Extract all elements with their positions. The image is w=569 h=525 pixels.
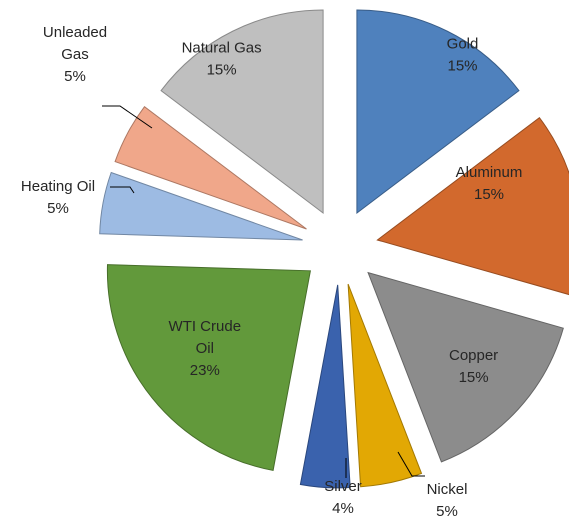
slice-name: Heating Oil bbox=[21, 178, 95, 195]
leader-line-nickel bbox=[397, 451, 425, 477]
leader-line-unleaded-gas bbox=[102, 105, 153, 129]
pie-slice-copper bbox=[367, 271, 564, 463]
slice-label-copper: Copper 15% bbox=[449, 347, 498, 386]
slice-name: Gas bbox=[61, 46, 89, 63]
pie-slice-nickel bbox=[347, 283, 423, 488]
slice-name: Aluminum bbox=[456, 164, 523, 181]
slice-labels: Gold 15% Aluminum 15% Copper 15% Nickel 5% Silve… bbox=[21, 24, 522, 520]
slice-label-aluminum: Aluminum 15% bbox=[456, 164, 523, 203]
slice-label-heating-oil: Heating Oil 5% bbox=[21, 178, 95, 217]
slice-name: Copper bbox=[449, 347, 498, 364]
slice-label-silver: Silver 4% bbox=[324, 478, 362, 517]
pie-slice-aluminum bbox=[376, 116, 569, 296]
pie-slice-heating-oil bbox=[99, 171, 303, 241]
slice-label-nickel: Nickel 5% bbox=[427, 481, 468, 520]
slice-name: WTI Crude bbox=[169, 318, 242, 335]
slice-label-unleaded-gas: Unleaded Gas 5% bbox=[43, 24, 107, 85]
slice-percent: 15% bbox=[447, 58, 477, 75]
leader-lines bbox=[102, 105, 425, 478]
slice-name: Unleaded bbox=[43, 24, 107, 41]
slice-name: Oil bbox=[196, 340, 214, 357]
slice-name: Silver bbox=[324, 478, 362, 495]
pie-slice-silver bbox=[299, 284, 351, 489]
slice-percent: 15% bbox=[459, 369, 489, 386]
slice-name: Nickel bbox=[427, 481, 468, 498]
leader-line-heating-oil bbox=[110, 186, 135, 194]
pie-slice-wti-crude-oil bbox=[106, 264, 311, 471]
slice-name: Gold bbox=[447, 36, 479, 53]
pie-slice-unleaded-gas bbox=[114, 105, 307, 230]
pie-slices bbox=[99, 9, 569, 489]
slice-percent: 4% bbox=[332, 500, 354, 517]
slice-percent: 23% bbox=[190, 362, 220, 379]
slice-percent: 5% bbox=[47, 200, 69, 217]
slice-percent: 15% bbox=[474, 186, 504, 203]
slice-label-natural-gas: Natural Gas 15% bbox=[182, 40, 262, 79]
slice-percent: 15% bbox=[207, 62, 237, 79]
slice-percent: 5% bbox=[64, 68, 86, 85]
slice-percent: 5% bbox=[436, 503, 458, 520]
pie-slice-gold bbox=[356, 9, 520, 215]
slice-label-wti-crude-oil: WTI Crude Oil 23% bbox=[169, 318, 242, 379]
slice-label-gold: Gold 15% bbox=[447, 36, 479, 75]
pie-slice-natural-gas bbox=[160, 9, 324, 215]
slice-name: Natural Gas bbox=[182, 40, 262, 57]
